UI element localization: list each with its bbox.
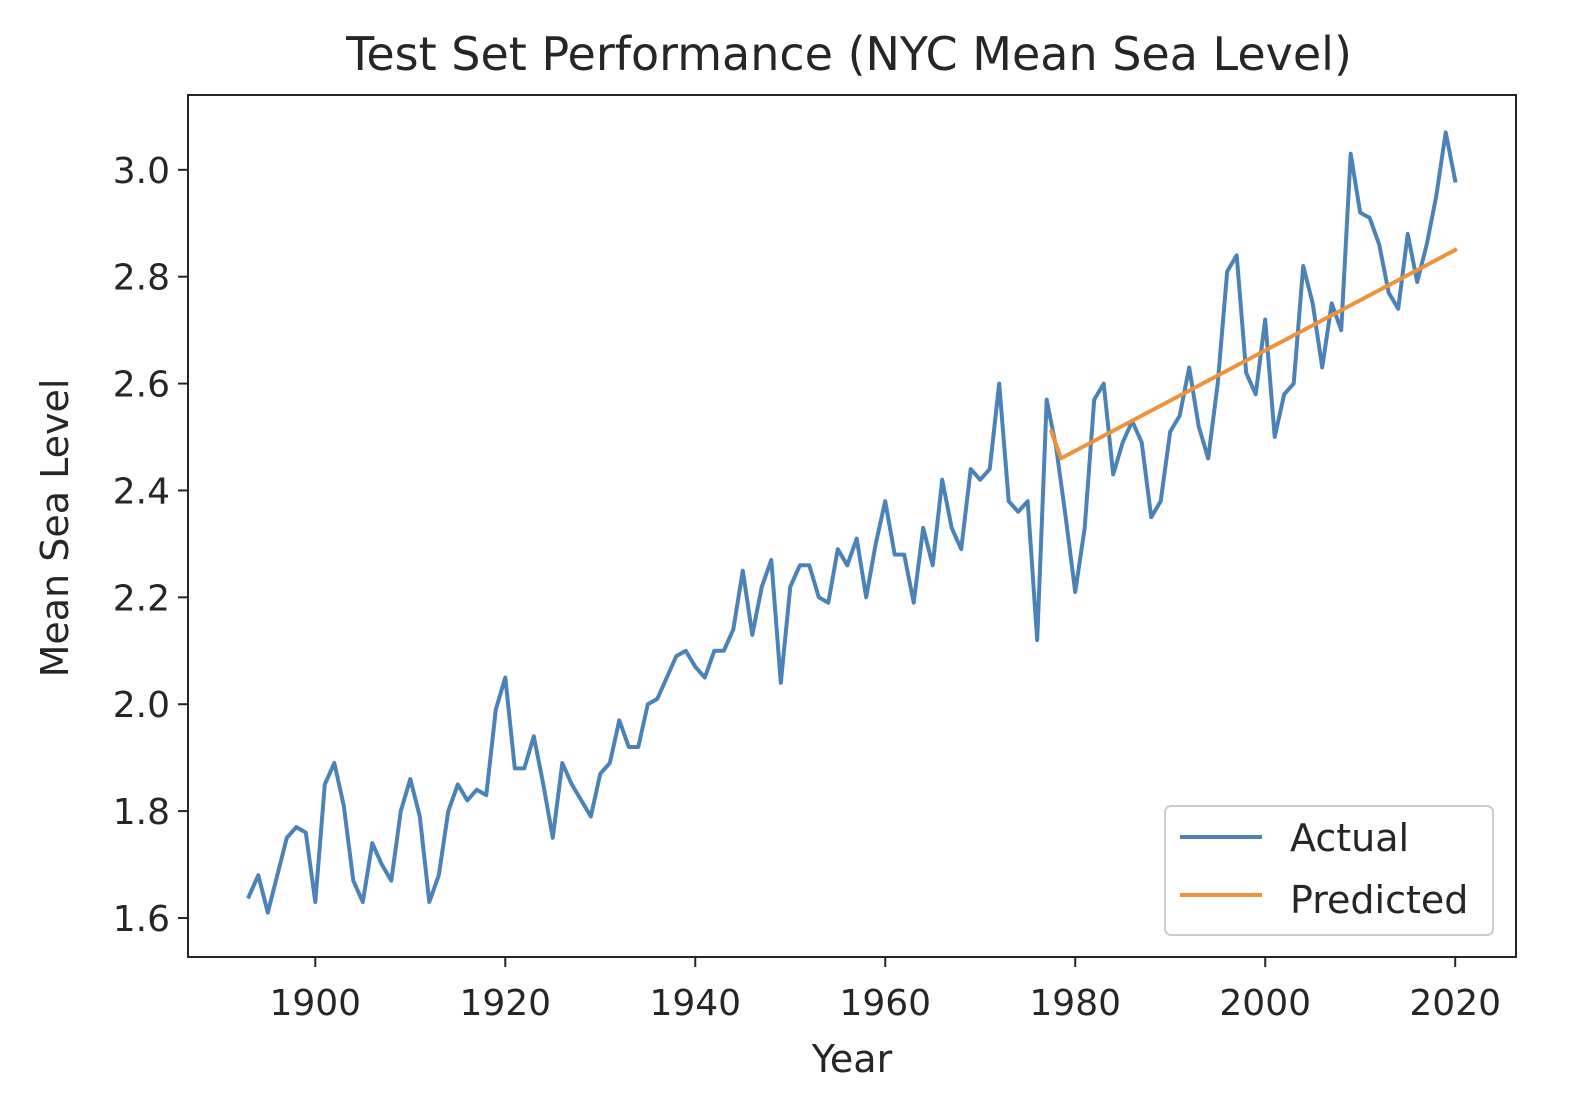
y-tick-label: 2.8 [113,258,170,299]
x-tick-label: 1940 [649,983,741,1024]
y-tick-label: 1.8 [113,792,170,833]
x-tick-label: 1920 [459,983,551,1024]
y-tick-label: 3.0 [113,151,170,192]
legend-label-predicted: Predicted [1290,878,1468,922]
x-tick-label: 1900 [269,983,361,1024]
x-tick-label: 2000 [1219,983,1311,1024]
y-tick-label: 2.0 [113,685,170,726]
y-tick-label: 2.2 [113,578,170,619]
x-tick-label: 2020 [1409,983,1501,1024]
y-axis: 1.6 1.8 2.0 2.2 2.4 2.6 2.8 3.0 [113,151,188,940]
y-axis-label: Mean Sea Level [33,379,77,678]
x-axis: 1900 1920 1940 1960 1980 2000 2020 [269,957,1501,1024]
chart-title: Test Set Performance (NYC Mean Sea Level… [345,27,1352,81]
y-tick-label: 2.6 [113,365,170,406]
series-line-predicted [1048,247,1458,461]
series-line-actual [246,130,1458,915]
x-tick-label: 1960 [839,983,931,1024]
legend: Actual Predicted [1164,805,1494,936]
x-axis-label: Year [811,1037,893,1081]
legend-label-actual: Actual [1290,816,1409,860]
series-layer [246,130,1458,915]
x-tick-label: 1980 [1029,983,1121,1024]
y-tick-label: 2.4 [113,471,170,512]
y-tick-label: 1.6 [113,899,170,940]
